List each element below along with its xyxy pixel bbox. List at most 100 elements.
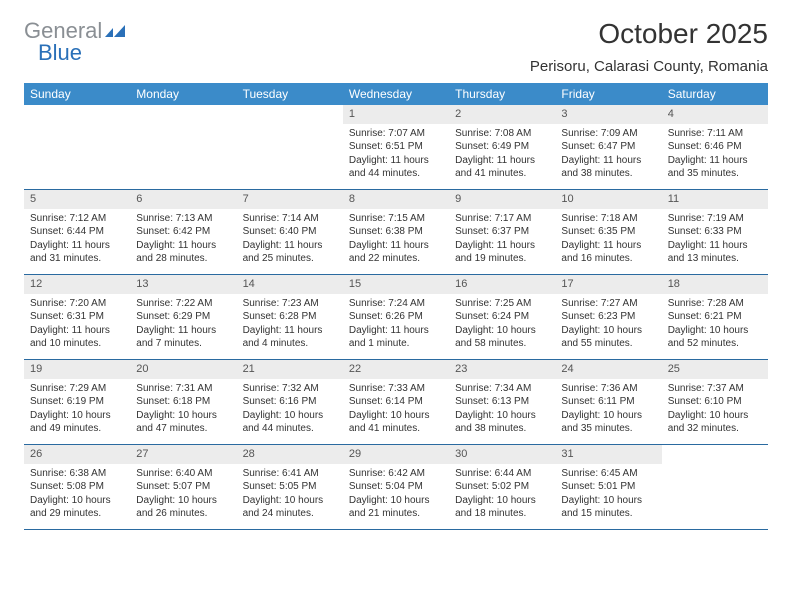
logo: GeneralBlue [24,18,127,66]
day-cell: 31Sunrise: 6:45 AMSunset: 5:01 PMDayligh… [555,445,661,529]
day-number: 10 [555,190,661,209]
day-details [237,124,343,133]
day-number: 11 [662,190,768,209]
day-details: Sunrise: 7:22 AMSunset: 6:29 PMDaylight:… [130,294,236,357]
day-number: 15 [343,275,449,294]
day-number: 2 [449,105,555,124]
sunrise: Sunrise: 6:44 AM [455,467,549,481]
sunrise: Sunrise: 7:25 AM [455,297,549,311]
sunrise: Sunrise: 7:22 AM [136,297,230,311]
day-number [662,445,768,464]
day-details: Sunrise: 7:28 AMSunset: 6:21 PMDaylight:… [662,294,768,357]
day-details: Sunrise: 7:13 AMSunset: 6:42 PMDaylight:… [130,209,236,272]
day-details: Sunrise: 7:31 AMSunset: 6:18 PMDaylight:… [130,379,236,442]
sunrise: Sunrise: 7:31 AM [136,382,230,396]
sunset: Sunset: 6:46 PM [668,140,762,154]
day-cell: 22Sunrise: 7:33 AMSunset: 6:14 PMDayligh… [343,360,449,444]
sunrise: Sunrise: 7:23 AM [243,297,337,311]
sunrise: Sunrise: 7:24 AM [349,297,443,311]
header: GeneralBlue October 2025 Perisoru, Calar… [24,18,768,75]
daylight: Daylight: 11 hours and 44 minutes. [349,154,443,181]
day-cell: 13Sunrise: 7:22 AMSunset: 6:29 PMDayligh… [130,275,236,359]
day-number [130,105,236,124]
day-number: 19 [24,360,130,379]
day-cell: 14Sunrise: 7:23 AMSunset: 6:28 PMDayligh… [237,275,343,359]
day-details: Sunrise: 6:38 AMSunset: 5:08 PMDaylight:… [24,464,130,527]
weeks-container: 1Sunrise: 7:07 AMSunset: 6:51 PMDaylight… [24,105,768,530]
daylight: Daylight: 11 hours and 28 minutes. [136,239,230,266]
weekday-wed: Wednesday [343,83,449,105]
sunset: Sunset: 6:11 PM [561,395,655,409]
week-row: 12Sunrise: 7:20 AMSunset: 6:31 PMDayligh… [24,275,768,360]
weekday-sat: Saturday [662,83,768,105]
sunrise: Sunrise: 7:15 AM [349,212,443,226]
day-number [237,105,343,124]
day-details: Sunrise: 7:33 AMSunset: 6:14 PMDaylight:… [343,379,449,442]
sunset: Sunset: 5:05 PM [243,480,337,494]
logo-text-blue: Blue [38,40,82,66]
daylight: Daylight: 10 hours and 38 minutes. [455,409,549,436]
day-cell: 25Sunrise: 7:37 AMSunset: 6:10 PMDayligh… [662,360,768,444]
daylight: Daylight: 10 hours and 15 minutes. [561,494,655,521]
daylight: Daylight: 11 hours and 10 minutes. [30,324,124,351]
day-cell: 30Sunrise: 6:44 AMSunset: 5:02 PMDayligh… [449,445,555,529]
sunset: Sunset: 6:23 PM [561,310,655,324]
sunset: Sunset: 6:13 PM [455,395,549,409]
day-cell: 21Sunrise: 7:32 AMSunset: 6:16 PMDayligh… [237,360,343,444]
day-details: Sunrise: 7:27 AMSunset: 6:23 PMDaylight:… [555,294,661,357]
daylight: Daylight: 10 hours and 58 minutes. [455,324,549,351]
day-details: Sunrise: 7:24 AMSunset: 6:26 PMDaylight:… [343,294,449,357]
day-details: Sunrise: 7:23 AMSunset: 6:28 PMDaylight:… [237,294,343,357]
day-details: Sunrise: 7:11 AMSunset: 6:46 PMDaylight:… [662,124,768,187]
sunset: Sunset: 6:35 PM [561,225,655,239]
day-details: Sunrise: 7:34 AMSunset: 6:13 PMDaylight:… [449,379,555,442]
sunset: Sunset: 6:21 PM [668,310,762,324]
day-details: Sunrise: 7:18 AMSunset: 6:35 PMDaylight:… [555,209,661,272]
week-row: 5Sunrise: 7:12 AMSunset: 6:44 PMDaylight… [24,190,768,275]
location: Perisoru, Calarasi County, Romania [530,58,768,75]
weekday-thu: Thursday [449,83,555,105]
daylight: Daylight: 10 hours and 29 minutes. [30,494,124,521]
day-details: Sunrise: 7:09 AMSunset: 6:47 PMDaylight:… [555,124,661,187]
daylight: Daylight: 10 hours and 41 minutes. [349,409,443,436]
daylight: Daylight: 11 hours and 38 minutes. [561,154,655,181]
sunrise: Sunrise: 7:13 AM [136,212,230,226]
day-number: 8 [343,190,449,209]
day-cell: 4Sunrise: 7:11 AMSunset: 6:46 PMDaylight… [662,105,768,189]
sunset: Sunset: 6:14 PM [349,395,443,409]
day-number: 23 [449,360,555,379]
day-details: Sunrise: 7:19 AMSunset: 6:33 PMDaylight:… [662,209,768,272]
day-number: 24 [555,360,661,379]
day-cell [24,105,130,189]
sunset: Sunset: 6:38 PM [349,225,443,239]
sunset: Sunset: 6:47 PM [561,140,655,154]
day-number: 26 [24,445,130,464]
day-details: Sunrise: 7:25 AMSunset: 6:24 PMDaylight:… [449,294,555,357]
day-number: 14 [237,275,343,294]
daylight: Daylight: 11 hours and 7 minutes. [136,324,230,351]
sunset: Sunset: 6:28 PM [243,310,337,324]
day-details: Sunrise: 6:41 AMSunset: 5:05 PMDaylight:… [237,464,343,527]
daylight: Daylight: 11 hours and 4 minutes. [243,324,337,351]
day-number: 27 [130,445,236,464]
day-number: 12 [24,275,130,294]
day-cell: 7Sunrise: 7:14 AMSunset: 6:40 PMDaylight… [237,190,343,274]
sunrise: Sunrise: 7:07 AM [349,127,443,141]
sunset: Sunset: 6:31 PM [30,310,124,324]
day-number: 6 [130,190,236,209]
weekday-fri: Friday [555,83,661,105]
day-cell: 5Sunrise: 7:12 AMSunset: 6:44 PMDaylight… [24,190,130,274]
sunrise: Sunrise: 6:45 AM [561,467,655,481]
sunset: Sunset: 6:19 PM [30,395,124,409]
calendar: Sunday Monday Tuesday Wednesday Thursday… [24,83,768,530]
day-cell: 3Sunrise: 7:09 AMSunset: 6:47 PMDaylight… [555,105,661,189]
sunset: Sunset: 6:29 PM [136,310,230,324]
sunset: Sunset: 6:42 PM [136,225,230,239]
sunset: Sunset: 5:01 PM [561,480,655,494]
day-cell: 27Sunrise: 6:40 AMSunset: 5:07 PMDayligh… [130,445,236,529]
sunrise: Sunrise: 7:36 AM [561,382,655,396]
daylight: Daylight: 10 hours and 47 minutes. [136,409,230,436]
daylight: Daylight: 11 hours and 35 minutes. [668,154,762,181]
weekday-sun: Sunday [24,83,130,105]
day-details: Sunrise: 7:17 AMSunset: 6:37 PMDaylight:… [449,209,555,272]
